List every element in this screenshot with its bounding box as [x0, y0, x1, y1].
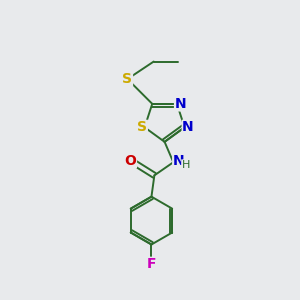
Text: N: N: [182, 120, 194, 134]
Text: O: O: [124, 154, 136, 168]
Text: N: N: [175, 97, 186, 111]
Text: H: H: [182, 160, 190, 170]
Text: S: S: [122, 72, 132, 86]
Text: F: F: [147, 257, 156, 271]
Text: S: S: [137, 120, 147, 134]
Text: N: N: [173, 154, 184, 168]
